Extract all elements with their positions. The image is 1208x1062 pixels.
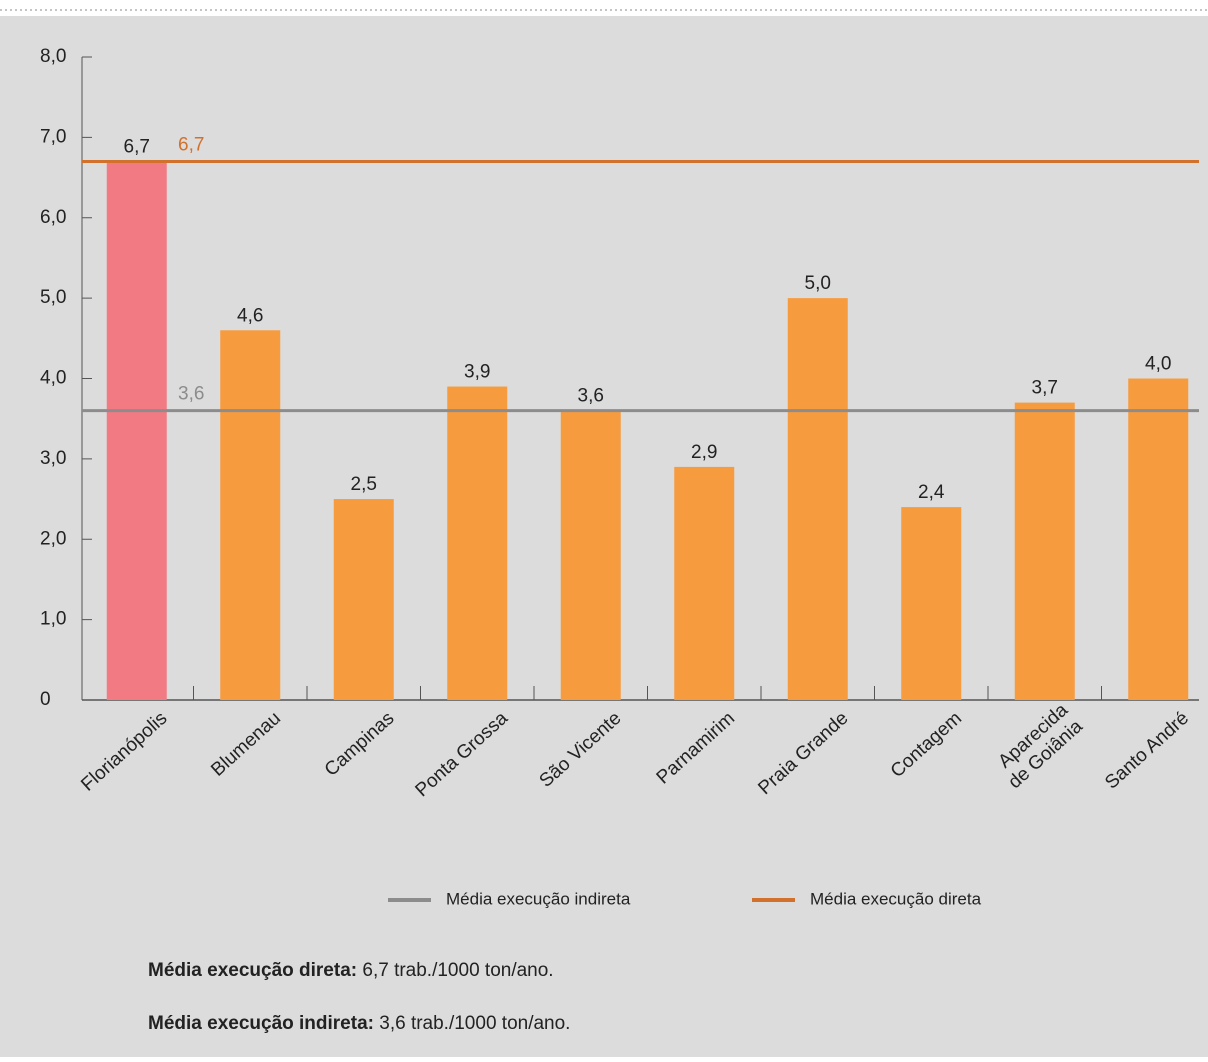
- y-tick-label: 5,0: [40, 287, 66, 308]
- bar: [901, 507, 962, 700]
- note: Média execução indireta: 3,6 trab./1000 …: [148, 1013, 570, 1034]
- y-tick-label: 2,0: [40, 528, 66, 549]
- bar: [333, 499, 394, 700]
- data-label: 2,5: [351, 474, 377, 495]
- y-tick-label: 4,0: [40, 368, 66, 389]
- y-tick-label: 3,0: [40, 448, 66, 469]
- note-label: Média execução indireta:: [148, 1013, 374, 1034]
- data-label: 5,0: [805, 273, 831, 294]
- bar: [106, 161, 167, 701]
- reference-label: 3,6: [178, 384, 204, 405]
- note-text: 6,7 trab./1000 ton/ano.: [362, 960, 553, 981]
- data-label: 4,6: [237, 305, 263, 326]
- data-label: 3,7: [1032, 378, 1058, 399]
- note-text: 3,6 trab./1000 ton/ano.: [379, 1013, 570, 1034]
- bar: [1014, 402, 1075, 700]
- y-tick-label: 0: [40, 689, 51, 710]
- bar: [1128, 378, 1189, 700]
- data-label: 3,9: [464, 362, 490, 383]
- bar: [560, 410, 621, 700]
- data-label: 2,9: [691, 442, 717, 463]
- bar: [787, 298, 848, 700]
- y-tick-label: 1,0: [40, 609, 66, 630]
- reference-label: 6,7: [178, 135, 204, 156]
- note-label: Média execução direta:: [148, 960, 357, 981]
- note: Média execução direta: 6,7 trab./1000 to…: [148, 960, 554, 981]
- legend-label: Média execução indireta: [446, 889, 631, 908]
- bar: [220, 330, 281, 700]
- data-label: 6,7: [124, 137, 150, 158]
- y-tick-label: 8,0: [40, 46, 66, 67]
- bar: [447, 386, 508, 700]
- data-label: 4,0: [1145, 354, 1171, 375]
- data-label: 2,4: [918, 482, 945, 503]
- legend-label: Média execução direta: [810, 889, 982, 908]
- bar: [674, 466, 735, 700]
- data-label: 3,6: [578, 386, 604, 407]
- y-tick-label: 6,0: [40, 207, 66, 228]
- y-tick-label: 7,0: [40, 126, 66, 147]
